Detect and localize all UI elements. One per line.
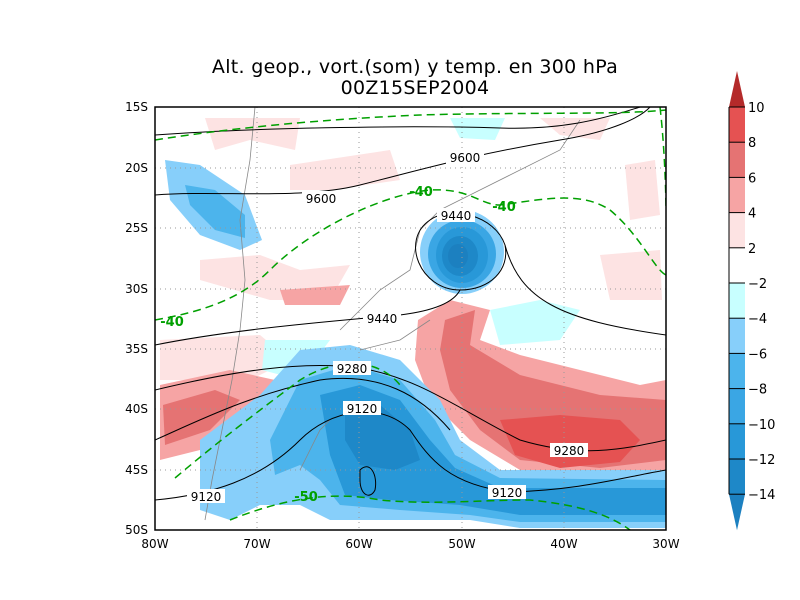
colorbar-label: −12 — [748, 453, 775, 468]
lon-label: 80W — [141, 537, 168, 551]
vort-positive-area — [163, 390, 240, 445]
height-label: 9120 — [492, 486, 523, 500]
colorbar-label: −14 — [748, 488, 775, 503]
height-label: 9440 — [367, 312, 398, 326]
height-contours — [155, 107, 666, 501]
lat-label: 25S — [125, 221, 148, 235]
colorbar-label: 2 — [748, 242, 756, 257]
vort-negative-area — [450, 118, 505, 140]
vort-positive-area — [540, 118, 610, 140]
colorbar-label: 6 — [748, 171, 756, 186]
colorbar-band — [729, 388, 745, 424]
lat-axis: 15S 20S 25S 30S 35S 40S 45S 50S — [125, 100, 148, 537]
lat-label: 50S — [125, 523, 148, 537]
lat-label: 40S — [125, 402, 148, 416]
colorbar-label: 10 — [748, 101, 765, 116]
height-label: 9600 — [450, 151, 481, 165]
vort-positive-area — [625, 160, 660, 220]
temp-label: -40 — [409, 185, 433, 200]
colorbar-label: −6 — [748, 347, 767, 362]
colorbar: 10 8 6 4 2 −2 −4 −6 −8 −10 −12 −14 — [728, 71, 775, 531]
height-label: 9280 — [337, 362, 368, 376]
vort-positive-area — [500, 415, 640, 468]
lon-axis: 80W 70W 60W 50W 40W 30W — [141, 537, 679, 551]
height-label: 9600 — [306, 192, 337, 206]
vort-negative-area — [185, 185, 245, 238]
temp-label: -50 — [294, 490, 318, 505]
gridlines — [155, 107, 666, 530]
colorbar-label: −8 — [748, 383, 767, 398]
lat-label: 35S — [125, 342, 148, 356]
colorbar-arrow-top — [729, 71, 745, 107]
height-label: 9280 — [554, 444, 585, 458]
colorbar-arrow-bottom — [729, 494, 745, 531]
vort-positive-area — [280, 285, 350, 305]
chart-subtitle: 00Z15SEP2004 — [340, 77, 490, 99]
temp-label: -40 — [160, 315, 184, 330]
lat-label: 30S — [125, 282, 148, 296]
vort-positive-area — [160, 335, 290, 380]
colorbar-label: −2 — [748, 277, 767, 292]
colorbar-band — [729, 177, 745, 213]
colorbar-label: 8 — [748, 136, 756, 151]
colorbar-band — [729, 142, 745, 178]
colorbar-band — [729, 459, 745, 495]
vorticity-shading — [160, 118, 666, 528]
vort-negative-area — [448, 244, 468, 268]
temp-labels: -40 -40 -40 -50 — [160, 185, 516, 505]
lat-label: 15S — [125, 100, 148, 114]
temp-label: -40 — [492, 200, 516, 215]
lon-label: 60W — [345, 537, 372, 551]
vort-negative-area — [345, 405, 420, 470]
height-label: 9120 — [191, 490, 222, 504]
vort-negative-area — [320, 385, 666, 515]
lon-label: 70W — [243, 537, 270, 551]
chart-title: Alt. geop., vort.(som) y temp. en 300 hP… — [211, 56, 619, 78]
colorbar-band — [729, 353, 745, 389]
height-labels: 9600 9600 9440 9440 9280 9280 9120 9120 … — [187, 150, 588, 504]
colorbar-label: −10 — [748, 418, 775, 433]
colorbar-band — [729, 283, 745, 319]
lon-label: 50W — [448, 537, 475, 551]
lat-label: 45S — [125, 463, 148, 477]
vort-negative-area — [490, 300, 580, 345]
colorbar-label: −4 — [748, 312, 767, 327]
lon-label: 30W — [652, 537, 679, 551]
colorbar-band — [729, 423, 745, 459]
colorbar-band — [729, 247, 745, 283]
vort-positive-area — [600, 250, 662, 300]
vort-positive-area — [290, 150, 400, 190]
height-label: 9440 — [441, 209, 472, 223]
lat-label: 20S — [125, 161, 148, 175]
colorbar-band — [729, 212, 745, 248]
height-label: 9120 — [347, 402, 378, 416]
colorbar-band — [729, 318, 745, 354]
lon-label: 40W — [550, 537, 577, 551]
colorbar-band — [729, 107, 745, 143]
colorbar-label: 4 — [748, 207, 756, 222]
map-frame — [154, 106, 667, 531]
